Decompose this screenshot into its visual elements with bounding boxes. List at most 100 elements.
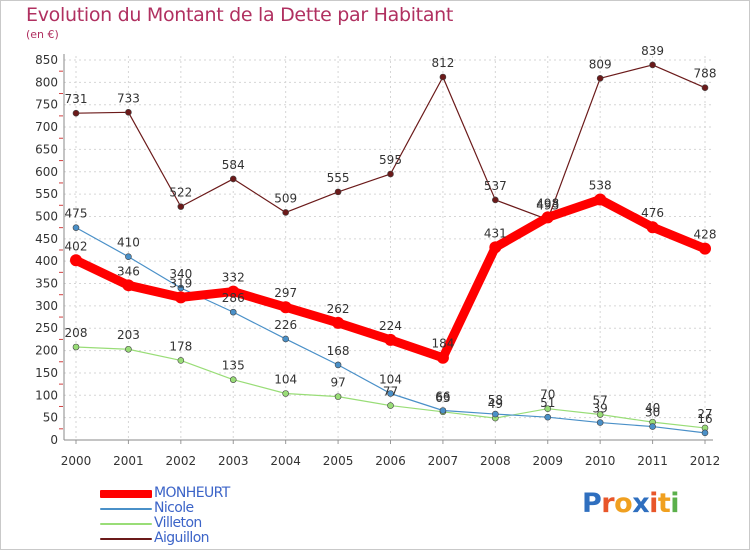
data-label-aiguillon: 595	[379, 153, 402, 167]
y-tick-label: 300	[35, 299, 58, 313]
logo-letter: t	[657, 488, 671, 519]
data-point-monheurt	[279, 301, 292, 314]
y-tick-label: 600	[35, 165, 58, 179]
data-label-monheurt: 538	[589, 178, 612, 192]
data-label-monheurt: 346	[117, 264, 140, 278]
data-point-villeton	[229, 376, 237, 383]
data-label-monheurt: 224	[379, 319, 402, 333]
data-point-monheurt	[646, 221, 659, 234]
data-label-nicole: 39	[593, 402, 608, 416]
data-point-aiguillon	[229, 175, 237, 183]
data-point-nicole	[387, 390, 394, 397]
data-label-aiguillon: 584	[222, 158, 245, 172]
y-tick-label: 100	[35, 388, 58, 402]
x-tick-label: 2003	[218, 454, 249, 468]
legend-label: Aiguillon	[154, 530, 210, 546]
legend-label: Villeton	[154, 515, 202, 531]
data-point-villeton	[544, 405, 552, 413]
data-point-nicole	[439, 407, 447, 414]
data-label-monheurt: 402	[65, 239, 88, 253]
data-label-layer: 731 733 522 584 509 555 595 812 537 493 809 839 788 2…	[65, 44, 717, 426]
data-point-nicole	[177, 284, 185, 292]
data-label-villeton: 208	[65, 326, 88, 340]
y-tick-label: 500	[35, 209, 58, 223]
data-point-monheurt	[174, 291, 187, 304]
data-point-aiguillon	[492, 196, 499, 204]
x-tick-label: 2011	[637, 454, 668, 468]
data-point-monheurt	[227, 285, 240, 298]
y-tick-label: 550	[35, 187, 58, 201]
data-label-monheurt: 476	[641, 206, 664, 220]
data-point-aiguillon	[701, 84, 709, 92]
data-label-aiguillon: 788	[694, 67, 717, 81]
data-label-aiguillon: 509	[274, 191, 297, 205]
y-tick-label: 50	[43, 411, 58, 425]
y-tick-label: 450	[35, 232, 58, 246]
data-label-monheurt: 184	[431, 337, 454, 351]
data-label-monheurt: 332	[222, 271, 245, 285]
data-label-aiguillon: 812	[431, 56, 454, 70]
data-label-villeton: 97	[330, 376, 345, 390]
data-label-monheurt: 319	[169, 276, 192, 290]
x-tick-label: 2012	[690, 454, 721, 468]
data-point-monheurt	[699, 242, 711, 255]
legend-swatch	[100, 538, 152, 540]
data-label-aiguillon: 733	[117, 91, 140, 105]
data-label-villeton: 40	[645, 401, 660, 415]
data-label-villeton: 49	[488, 397, 503, 411]
data-point-aiguillon	[72, 109, 80, 117]
data-label-aiguillon: 555	[327, 171, 350, 185]
data-point-nicole	[282, 335, 289, 343]
data-label-aiguillon: 731	[65, 92, 88, 106]
legend-swatch	[100, 508, 152, 510]
data-point-villeton	[282, 390, 289, 397]
data-label-nicole: 16	[697, 412, 712, 426]
data-point-monheurt	[489, 241, 502, 254]
data-label-nicole: 104	[379, 373, 402, 387]
y-tick-label: 750	[35, 98, 58, 112]
data-point-villeton	[125, 345, 132, 353]
data-label-nicole: 410	[117, 236, 140, 250]
data-point-villeton	[596, 411, 604, 418]
data-point-aiguillon	[387, 170, 394, 178]
data-label-villeton: 203	[117, 328, 140, 342]
data-label-nicole: 66	[435, 389, 450, 403]
y-tick-label: 150	[35, 366, 58, 380]
chart-title: Evolution du Montant de la Dette par Hab…	[26, 4, 454, 26]
data-label-aiguillon: 839	[641, 44, 664, 58]
data-label-monheurt: 498	[536, 196, 559, 210]
y-tick-label: 850	[35, 53, 58, 67]
legend-label: Nicole	[154, 500, 194, 516]
data-label-monheurt: 428	[694, 228, 717, 242]
data-point-nicole	[544, 413, 552, 421]
data-point-monheurt	[594, 193, 607, 206]
data-label-aiguillon: 809	[589, 57, 612, 71]
data-label-villeton: 70	[540, 388, 555, 402]
data-point-monheurt	[541, 211, 554, 224]
data-label-villeton: 77	[383, 385, 398, 399]
x-tick-label: 2000	[61, 454, 92, 468]
x-tick-label: 2001	[113, 454, 144, 468]
data-point-nicole	[701, 429, 709, 437]
x-tick-label: 2008	[480, 454, 511, 468]
data-point-villeton	[72, 343, 80, 351]
data-point-nicole	[596, 419, 604, 426]
logo-letter: i	[670, 488, 680, 519]
legend-label: MONHEURT	[154, 485, 230, 501]
data-point-monheurt	[70, 254, 82, 267]
data-point-nicole	[649, 423, 656, 430]
logo-letter: x	[632, 488, 650, 519]
data-point-monheurt	[122, 279, 135, 292]
legend-swatch	[100, 523, 152, 525]
data-point-aiguillon	[125, 109, 132, 116]
data-label-nicole: 168	[327, 344, 350, 358]
data-point-aiguillon	[334, 188, 342, 196]
data-label-nicole: 30	[645, 406, 660, 420]
data-label-nicole: 340	[169, 267, 192, 281]
data-point-monheurt	[384, 333, 397, 346]
x-tick-label: 2004	[270, 454, 301, 468]
data-point-aiguillon	[177, 203, 185, 210]
data-label-aiguillon: 537	[484, 179, 507, 193]
x-tick-label: 2009	[532, 454, 563, 468]
